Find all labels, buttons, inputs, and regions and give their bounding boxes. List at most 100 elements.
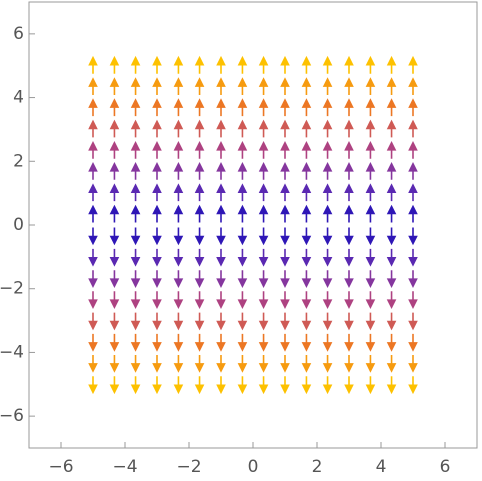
vector-arrow — [301, 248, 312, 267]
x-tick-label: −2 — [176, 457, 201, 477]
vector-arrow — [173, 354, 184, 373]
vector-arrow — [216, 333, 226, 352]
vector-arrow — [258, 77, 269, 96]
vector-arrow — [386, 119, 397, 138]
vector-arrow — [152, 227, 162, 246]
vector-arrow — [130, 183, 141, 202]
vector-arrow — [386, 376, 397, 395]
vector-arrow — [173, 162, 184, 180]
vector-arrow — [152, 312, 162, 331]
vector-arrow — [130, 376, 141, 395]
vector-arrow — [344, 227, 354, 246]
vector-arrow — [322, 270, 333, 288]
vector-arrow — [88, 333, 98, 352]
vector-arrow — [301, 55, 312, 74]
vector-arrow — [109, 77, 120, 96]
vector-arrow — [173, 248, 184, 267]
vector-arrow — [216, 354, 226, 373]
vector-arrow — [152, 333, 162, 352]
vector-arrow — [216, 119, 226, 138]
vector-arrow — [386, 140, 397, 159]
vector-arrow — [109, 119, 120, 138]
vector-arrow — [237, 77, 248, 96]
vector-arrow — [365, 162, 376, 180]
vector-arrow — [322, 376, 333, 395]
vector-arrow — [301, 376, 312, 395]
vector-arrow — [322, 98, 333, 117]
vector-arrow — [258, 162, 269, 180]
vector-arrow — [301, 291, 312, 310]
vector-arrow — [152, 98, 162, 117]
vector-arrow — [301, 227, 312, 246]
vector-arrow — [194, 333, 205, 352]
vector-arrow — [258, 248, 269, 267]
vector-arrow — [386, 291, 397, 310]
vector-arrow — [301, 98, 312, 117]
vector-arrow — [365, 333, 376, 352]
vector-arrow — [130, 312, 141, 331]
vector-arrow — [216, 98, 226, 117]
x-tick-label: 4 — [376, 457, 387, 477]
vector-arrow — [130, 204, 141, 223]
vector-arrow — [301, 77, 312, 96]
vector-arrow — [109, 333, 120, 352]
x-tick-label: 6 — [440, 457, 451, 477]
vector-arrow — [301, 162, 312, 180]
vector-arrow — [194, 77, 205, 96]
vector-arrow — [152, 162, 162, 180]
vector-arrow — [280, 227, 290, 246]
vector-arrow — [301, 333, 312, 352]
vector-arrow — [386, 204, 397, 223]
vector-arrow — [344, 291, 354, 310]
vector-arrow — [365, 248, 376, 267]
vector-arrow — [386, 77, 397, 96]
vector-arrow — [258, 354, 269, 373]
vector-arrow — [152, 55, 162, 74]
vector-arrow — [301, 204, 312, 223]
y-tick-label: 6 — [13, 24, 24, 44]
vector-arrow — [408, 55, 418, 74]
vector-arrow — [301, 140, 312, 159]
vector-arrow — [109, 248, 120, 267]
vector-arrow — [109, 291, 120, 310]
vector-arrow — [386, 98, 397, 117]
vector-arrow — [194, 270, 205, 288]
vector-arrow — [152, 248, 162, 267]
vector-arrow — [109, 270, 120, 288]
vector-arrow — [386, 183, 397, 202]
vector-arrow — [237, 376, 248, 395]
vector-arrow — [173, 183, 184, 202]
vector-arrow — [344, 270, 354, 288]
vector-arrow — [280, 333, 290, 352]
vector-arrow — [408, 204, 418, 223]
vector-arrow — [130, 291, 141, 310]
vector-arrow — [194, 55, 205, 74]
vector-arrow — [258, 227, 269, 246]
vector-arrow — [216, 140, 226, 159]
vector-arrow — [194, 162, 205, 180]
plot-frame — [28, 1, 478, 449]
vector-arrow — [365, 354, 376, 373]
vector-arrow — [365, 55, 376, 74]
vector-arrow — [152, 140, 162, 159]
vector-arrow — [216, 227, 226, 246]
vector-arrow — [258, 376, 269, 395]
vector-arrow — [280, 312, 290, 331]
vector-arrow — [109, 204, 120, 223]
vector-arrow — [344, 204, 354, 223]
vector-arrow — [322, 140, 333, 159]
y-tick-label: −2 — [0, 279, 24, 299]
vector-arrow — [408, 376, 418, 395]
vector-arrow — [152, 204, 162, 223]
vector-arrow — [408, 140, 418, 159]
vector-arrow — [109, 140, 120, 159]
vector-arrow — [386, 270, 397, 288]
vector-arrow — [194, 204, 205, 223]
vector-arrow — [365, 119, 376, 138]
vector-arrow — [344, 248, 354, 267]
vector-arrow — [344, 162, 354, 180]
vector-arrow — [408, 98, 418, 117]
vector-arrow — [237, 55, 248, 74]
vector-arrow — [88, 227, 98, 246]
